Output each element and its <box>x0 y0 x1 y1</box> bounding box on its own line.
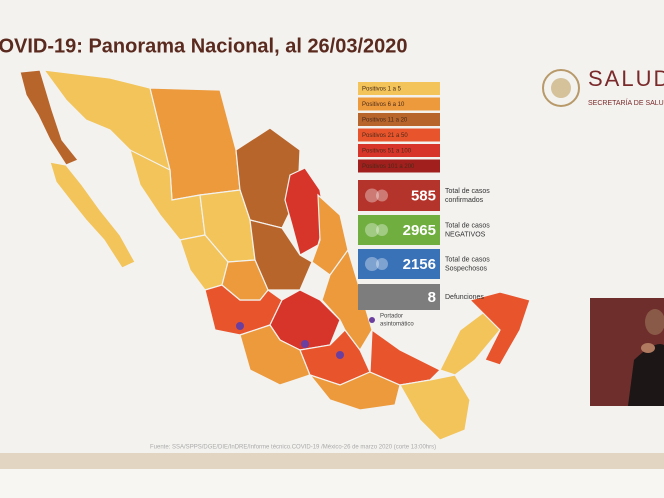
logo-emblem <box>542 69 580 107</box>
footer-base <box>0 469 664 498</box>
marker <box>336 351 344 359</box>
state <box>468 291 531 366</box>
stat-label: confirmados <box>445 197 484 204</box>
stat-label: Total de casos <box>445 188 490 195</box>
state <box>369 328 442 386</box>
stat-label: Total de casos <box>445 222 490 229</box>
stat-label: Total de casos <box>445 256 490 263</box>
logo-emblem-core <box>551 78 571 98</box>
stat-icon <box>365 188 379 203</box>
state <box>399 374 471 441</box>
state <box>49 161 136 269</box>
legend-label: Positivos 21 a 50 <box>362 133 408 139</box>
legend-label: Positivos 11 a 20 <box>362 118 408 124</box>
marker <box>236 322 244 330</box>
stat-label: NEGATIVOS <box>445 231 486 238</box>
logo-subtitle: SECRETARÍA DE SALUD <box>588 98 664 107</box>
stat-icon <box>376 224 388 236</box>
map <box>19 69 531 441</box>
stat-icon <box>376 189 388 202</box>
legend-label: Positivos 1 a 5 <box>362 87 402 93</box>
person-head <box>645 309 664 335</box>
state <box>321 248 373 352</box>
stat-box <box>358 284 440 310</box>
legend-label: Positivos 51 a 100 <box>362 149 412 155</box>
legend-label: Positivos 101 a 200 <box>362 164 415 170</box>
stat-icon <box>365 223 379 237</box>
marker-note: Portador <box>380 314 403 320</box>
stat-icon <box>376 258 388 270</box>
legend: Positivos 1 a 5 Positivos 6 a 10 Positivos… <box>358 82 440 173</box>
source: Fuente: SSA/SPPS/DGE/DIE/InDRE/Informe t… <box>150 445 436 451</box>
stat-box <box>358 249 440 279</box>
stat-value: 2156 <box>403 256 436 273</box>
legend-swatch <box>358 82 440 95</box>
state <box>19 69 79 166</box>
stat-label: Defunciones <box>445 294 484 301</box>
interpreter-video <box>590 298 664 406</box>
logo: SALUD SECRETARÍA DE SALUD <box>542 66 664 107</box>
stat-value: 2965 <box>403 222 436 239</box>
stat-icon <box>365 257 379 271</box>
title: COVID-19: Panorama Nacional, al 26/03/20… <box>0 35 408 57</box>
stat-value: 585 <box>411 187 436 204</box>
marker-key <box>369 317 375 323</box>
stat-box <box>358 180 440 211</box>
legend-swatch <box>358 128 440 142</box>
state <box>221 259 269 301</box>
footer-band <box>0 453 664 469</box>
legend-swatch <box>358 97 440 111</box>
stat-label: Sospechosos <box>445 265 488 272</box>
legend-swatch <box>358 113 440 126</box>
stat-value: 8 <box>428 289 436 306</box>
person-hand <box>641 343 655 353</box>
person-body <box>628 344 664 406</box>
stats: 585 Total de casos confirmados 2965 Total de… <box>358 180 490 310</box>
state <box>308 371 401 411</box>
legend-swatch <box>358 144 440 157</box>
legend-label: Positivos 6 a 10 <box>362 102 405 108</box>
marker-note: asintomático <box>380 322 414 328</box>
marker <box>301 340 309 348</box>
legend-swatch <box>358 159 440 173</box>
stat-box <box>358 215 440 245</box>
logo-name: SALUD <box>588 66 664 91</box>
